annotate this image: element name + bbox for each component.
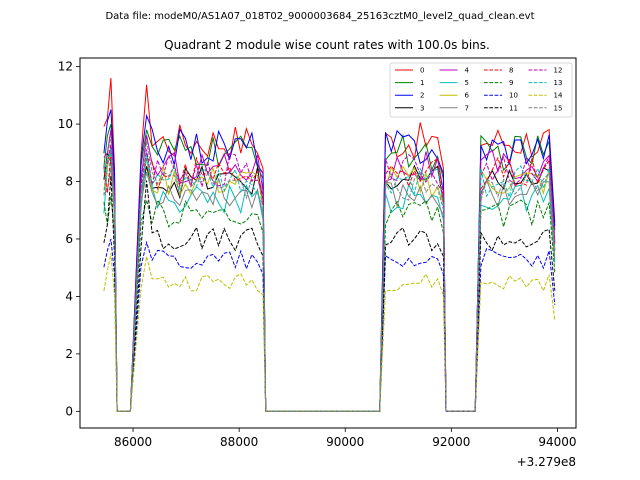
axes-frame [79, 57, 577, 429]
legend-label-6: 6 [465, 92, 470, 100]
legend-label-15: 15 [554, 104, 563, 112]
legend-label-5: 5 [465, 79, 469, 87]
x-offset-text: +3.279e8 [517, 455, 576, 469]
legend-label-13: 13 [554, 79, 563, 87]
x-axis: 86000 88000 90000 92000 94000 [114, 428, 577, 449]
x-tick-label: 86000 [114, 435, 152, 449]
legend-label-7: 7 [465, 104, 469, 112]
x-tick-label: 92000 [432, 435, 470, 449]
y-tick-label: 8 [65, 175, 73, 189]
series-line-15 [103, 135, 556, 412]
legend-label-0: 0 [420, 67, 424, 75]
legend-frame [389, 62, 573, 118]
y-tick-label: 0 [65, 404, 73, 418]
figure-suptitle: Data file: modeM0/AS1A07_018T02_90000036… [105, 11, 534, 22]
legend-label-3: 3 [420, 104, 424, 112]
legend-label-1: 1 [420, 79, 424, 87]
legend-label-11: 11 [509, 104, 518, 112]
y-axis: 0 2 4 6 8 10 12 [58, 60, 80, 418]
legend-label-8: 8 [509, 67, 513, 75]
legend-label-2: 2 [420, 92, 424, 100]
series-line-14 [103, 253, 556, 412]
series-layer [103, 78, 556, 412]
legend-label-12: 12 [554, 67, 563, 75]
series-line-8 [103, 152, 556, 412]
x-tick-label: 88000 [220, 435, 258, 449]
y-tick-label: 4 [65, 289, 73, 303]
legend-label-10: 10 [509, 92, 518, 100]
y-tick-label: 6 [65, 232, 73, 246]
y-tick-label: 12 [58, 60, 73, 74]
y-tick-label: 2 [65, 347, 73, 361]
x-tick-label: 94000 [538, 435, 576, 449]
legend-label-14: 14 [554, 92, 563, 100]
chart-title: Quadrant 2 module wise count rates with … [164, 38, 490, 52]
legend-label-9: 9 [509, 79, 513, 87]
y-tick-label: 10 [58, 117, 73, 131]
x-tick-label: 90000 [326, 435, 364, 449]
legend-label-4: 4 [465, 67, 470, 75]
